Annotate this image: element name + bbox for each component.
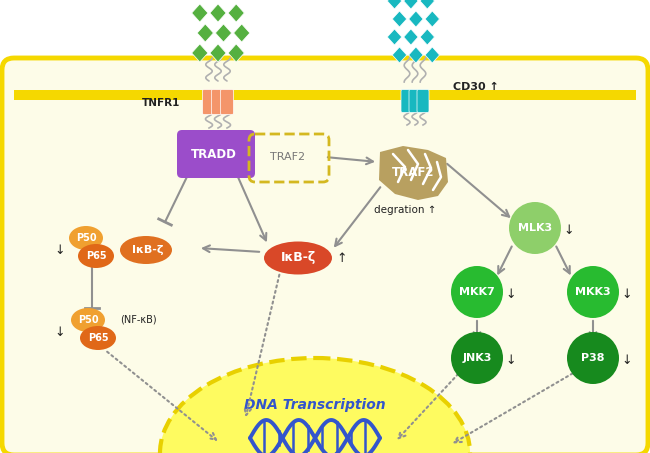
Text: MLK3: MLK3 [518,223,552,233]
Text: ↓: ↓ [506,288,516,300]
Text: DNA Transcription: DNA Transcription [244,398,386,412]
Text: P38: P38 [581,353,604,363]
Polygon shape [404,29,418,45]
Text: ↓: ↓ [55,326,65,338]
Ellipse shape [78,244,114,268]
Ellipse shape [264,241,332,275]
Polygon shape [192,4,208,22]
Text: TRAF2: TRAF2 [392,165,434,178]
Polygon shape [228,4,244,22]
Polygon shape [210,44,226,62]
FancyBboxPatch shape [401,90,413,112]
Polygon shape [393,11,407,27]
Text: CD30 ↑: CD30 ↑ [453,82,499,92]
Text: ↓: ↓ [506,353,516,366]
Polygon shape [228,44,244,62]
Polygon shape [409,47,423,63]
Polygon shape [387,29,402,45]
Text: degration ↑: degration ↑ [374,205,436,215]
Text: JNK3: JNK3 [462,353,491,363]
Text: ↑: ↑ [337,251,347,265]
FancyBboxPatch shape [220,90,233,115]
Polygon shape [197,24,213,42]
Text: TRAF2: TRAF2 [270,152,306,162]
Polygon shape [425,47,439,63]
Text: TRADD: TRADD [191,149,237,162]
Polygon shape [409,11,423,27]
Text: MKK3: MKK3 [575,287,611,297]
Polygon shape [420,0,434,9]
Polygon shape [393,47,407,63]
FancyBboxPatch shape [2,58,648,453]
Text: IκB-ζ: IκB-ζ [132,245,164,255]
Text: MKK7: MKK7 [459,287,495,297]
Text: P65: P65 [86,251,107,261]
Ellipse shape [120,236,172,264]
Circle shape [567,332,619,384]
FancyBboxPatch shape [14,90,636,100]
Text: (NF-κB): (NF-κB) [120,315,157,325]
Polygon shape [425,11,439,27]
Polygon shape [233,24,250,42]
Text: P50: P50 [78,315,98,325]
Ellipse shape [71,308,105,332]
Text: IκB-ζ: IκB-ζ [280,251,316,265]
Ellipse shape [80,326,116,350]
Text: ↓: ↓ [564,223,574,236]
Circle shape [451,266,503,318]
Polygon shape [379,146,448,200]
Polygon shape [192,44,208,62]
Polygon shape [404,0,418,9]
Text: TNFR1: TNFR1 [142,98,180,108]
FancyBboxPatch shape [203,90,216,115]
Text: ↓: ↓ [622,353,632,366]
Polygon shape [215,24,231,42]
Text: ↓: ↓ [55,244,65,256]
FancyBboxPatch shape [177,130,255,178]
Text: P65: P65 [88,333,109,343]
Circle shape [509,202,561,254]
Circle shape [451,332,503,384]
FancyBboxPatch shape [409,90,421,112]
Polygon shape [387,0,402,9]
Ellipse shape [69,226,103,250]
Ellipse shape [160,358,470,453]
FancyBboxPatch shape [211,90,224,115]
Circle shape [567,266,619,318]
Polygon shape [420,29,434,45]
Text: P50: P50 [75,233,96,243]
Text: ↓: ↓ [622,288,632,300]
Polygon shape [210,4,226,22]
FancyBboxPatch shape [417,90,429,112]
